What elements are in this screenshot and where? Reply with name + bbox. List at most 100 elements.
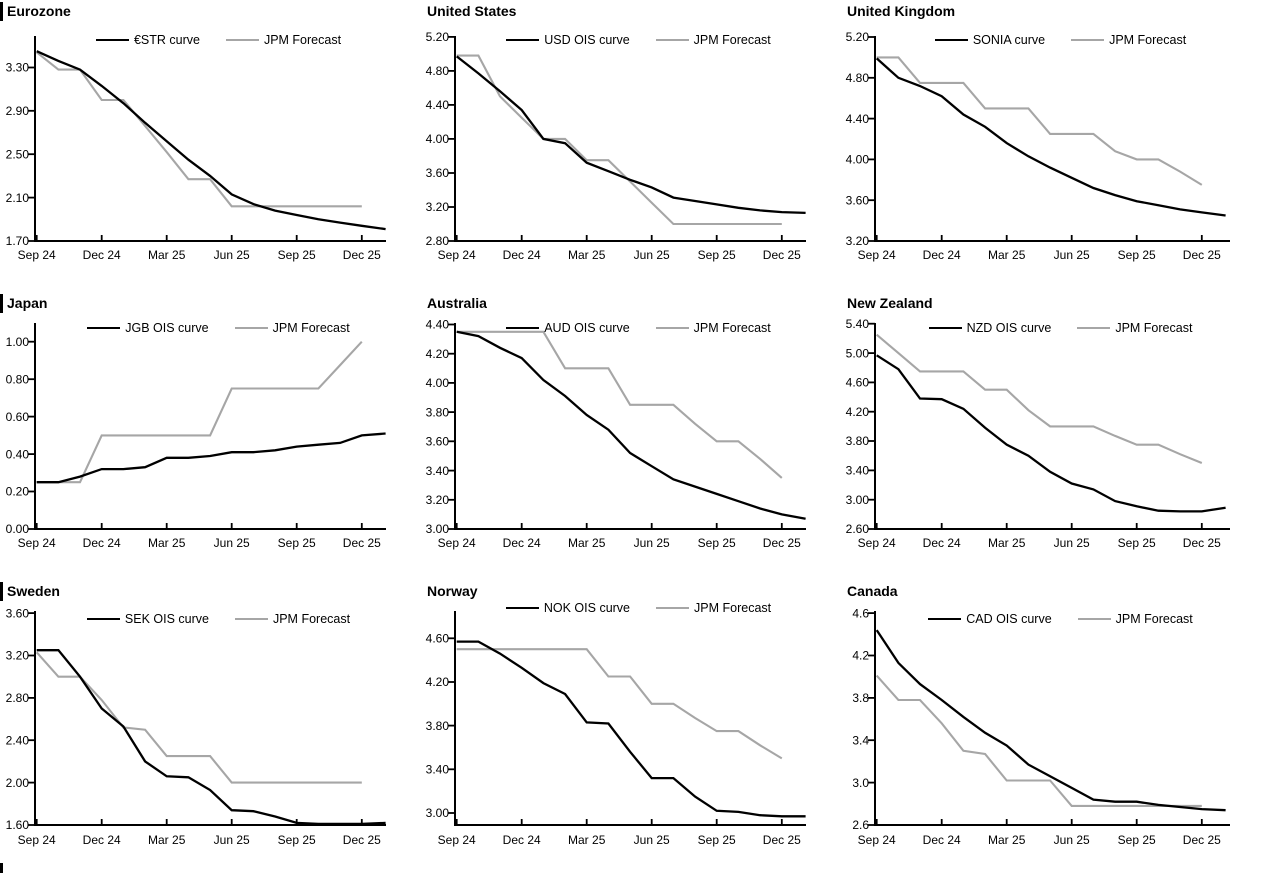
legend-item-main: CAD OIS curve bbox=[928, 612, 1052, 626]
legend-label-forecast: JPM Forecast bbox=[1109, 33, 1187, 47]
legend-label-forecast: JPM Forecast bbox=[1115, 321, 1193, 335]
next-section-marker-bar bbox=[0, 863, 3, 873]
chart-legend: NOK OIS curve JPM Forecast bbox=[455, 601, 822, 615]
legend-item-main: SONIA curve bbox=[934, 33, 1045, 47]
svg-text:4.40: 4.40 bbox=[426, 98, 450, 112]
legend-label-forecast: JPM Forecast bbox=[693, 321, 771, 335]
svg-text:Mar 25: Mar 25 bbox=[988, 248, 1026, 262]
chart-panel-united-states: 2.80 3.20 3.60 4.00 4.40 4.80 5.20 Sep 24 Dec 24… bbox=[420, 0, 840, 285]
legend-line-swatch-forecast bbox=[1071, 38, 1105, 42]
legend-item-main: SEK OIS curve bbox=[86, 612, 209, 626]
legend-item-forecast: JPM Forecast bbox=[225, 33, 342, 47]
legend-line-swatch-forecast bbox=[655, 326, 689, 330]
svg-text:Mar 25: Mar 25 bbox=[148, 536, 186, 550]
svg-text:Dec 25: Dec 25 bbox=[763, 248, 801, 262]
chart-title-row: New Zealand bbox=[840, 294, 933, 313]
legend-label-main: CAD OIS curve bbox=[966, 612, 1052, 626]
svg-text:0.60: 0.60 bbox=[6, 410, 30, 424]
chart-panel-sweden: 1.60 2.00 2.40 2.80 3.20 3.60 Sep 24 Dec 24 Mar … bbox=[0, 570, 420, 873]
legend-line-swatch-main bbox=[95, 38, 129, 42]
svg-text:4.2: 4.2 bbox=[852, 649, 869, 663]
chart-title-row: Australia bbox=[420, 294, 487, 313]
chart-title: United States bbox=[427, 3, 517, 19]
svg-text:2.10: 2.10 bbox=[6, 191, 30, 205]
chart-panel-japan: 0.00 0.20 0.40 0.60 0.80 1.00 Sep 24 Dec 24 Mar … bbox=[0, 285, 420, 570]
svg-text:Mar 25: Mar 25 bbox=[568, 833, 606, 847]
legend-item-forecast: JPM Forecast bbox=[1077, 321, 1192, 335]
legend-item-main: USD OIS curve bbox=[506, 33, 630, 47]
legend-label-forecast: JPM Forecast bbox=[1115, 612, 1193, 626]
legend-item-main: AUD OIS curve bbox=[506, 321, 630, 335]
svg-text:4.00: 4.00 bbox=[426, 132, 450, 146]
svg-text:1.70: 1.70 bbox=[6, 234, 30, 248]
chart-legend: NZD OIS curve JPM Forecast bbox=[875, 321, 1246, 335]
chart-legend: €STR curve JPM Forecast bbox=[35, 33, 402, 47]
chart-title: United Kingdom bbox=[847, 3, 956, 19]
legend-label-forecast: JPM Forecast bbox=[693, 33, 771, 47]
legend-item-main: NZD OIS curve bbox=[928, 321, 1051, 335]
svg-text:4.60: 4.60 bbox=[426, 632, 450, 646]
legend-item-main: NOK OIS curve bbox=[505, 601, 631, 615]
chart-panel-australia: 3.00 3.20 3.40 3.60 3.80 4.00 4.20 4.40 Sep 24 De… bbox=[420, 285, 840, 570]
chart-title: Canada bbox=[847, 583, 898, 599]
svg-text:Sep 25: Sep 25 bbox=[1118, 248, 1156, 262]
chart-title-row: United States bbox=[420, 2, 516, 21]
legend-label-forecast: JPM Forecast bbox=[272, 612, 351, 626]
chart-panel-eurozone: 1.70 2.10 2.50 2.90 3.30 Sep 24 Dec 24 Mar 25 Ju… bbox=[0, 0, 420, 285]
svg-text:3.30: 3.30 bbox=[6, 61, 30, 75]
svg-text:Jun 25: Jun 25 bbox=[214, 248, 250, 262]
legend-label-forecast: JPM Forecast bbox=[263, 33, 342, 47]
svg-text:Dec 25: Dec 25 bbox=[343, 248, 381, 262]
svg-text:0.00: 0.00 bbox=[6, 522, 30, 536]
svg-text:3.20: 3.20 bbox=[426, 200, 450, 214]
svg-text:2.40: 2.40 bbox=[6, 733, 30, 747]
legend-line-swatch-main bbox=[506, 326, 540, 330]
chart-legend: SONIA curve JPM Forecast bbox=[875, 33, 1246, 47]
svg-text:3.80: 3.80 bbox=[426, 405, 450, 419]
legend-label-main: NOK OIS curve bbox=[543, 601, 631, 615]
svg-text:Mar 25: Mar 25 bbox=[148, 833, 186, 847]
svg-text:2.00: 2.00 bbox=[6, 776, 30, 790]
svg-text:4.6: 4.6 bbox=[852, 606, 869, 620]
line-chart-united-states: 2.80 3.20 3.60 4.00 4.40 4.80 5.20 Sep 24 Dec 24… bbox=[426, 30, 806, 262]
legend-line-swatch-main bbox=[506, 38, 540, 42]
chart-panel-norway: 3.00 3.40 3.80 4.20 4.60 Sep 24 Dec 24 Mar 25 Ju… bbox=[420, 570, 840, 873]
svg-text:Dec 25: Dec 25 bbox=[763, 536, 801, 550]
svg-text:2.50: 2.50 bbox=[6, 147, 30, 161]
svg-text:Dec 24: Dec 24 bbox=[83, 248, 121, 262]
line-chart-new-zealand: 2.60 3.00 3.40 3.80 4.20 4.60 5.00 5.40 Sep 24 De… bbox=[846, 317, 1230, 550]
svg-text:Sep 25: Sep 25 bbox=[1118, 833, 1156, 847]
svg-text:Dec 24: Dec 24 bbox=[503, 833, 541, 847]
svg-text:Jun 25: Jun 25 bbox=[214, 833, 250, 847]
svg-text:4.80: 4.80 bbox=[426, 64, 450, 78]
svg-text:Dec 25: Dec 25 bbox=[1183, 833, 1221, 847]
svg-text:3.20: 3.20 bbox=[426, 493, 450, 507]
legend-item-forecast: JPM Forecast bbox=[1071, 33, 1186, 47]
line-chart-united-kingdom: 3.20 3.60 4.00 4.40 4.80 5.20 Sep 24 Dec 24 Mar … bbox=[846, 30, 1230, 262]
svg-text:3.00: 3.00 bbox=[426, 522, 450, 536]
svg-text:Mar 25: Mar 25 bbox=[988, 536, 1026, 550]
svg-text:Sep 25: Sep 25 bbox=[698, 833, 736, 847]
svg-text:Dec 24: Dec 24 bbox=[923, 248, 961, 262]
legend-line-swatch-main bbox=[934, 38, 968, 42]
chart-title: Sweden bbox=[7, 583, 60, 599]
legend-label-main: AUD OIS curve bbox=[544, 321, 630, 335]
legend-line-swatch-main bbox=[86, 617, 120, 621]
svg-text:Jun 25: Jun 25 bbox=[214, 536, 250, 550]
svg-text:3.20: 3.20 bbox=[846, 234, 870, 248]
svg-text:3.80: 3.80 bbox=[846, 434, 870, 448]
svg-text:2.80: 2.80 bbox=[426, 234, 450, 248]
svg-text:3.40: 3.40 bbox=[426, 763, 450, 777]
svg-text:Sep 24: Sep 24 bbox=[18, 536, 56, 550]
svg-text:Dec 24: Dec 24 bbox=[923, 833, 961, 847]
svg-text:0.80: 0.80 bbox=[6, 372, 30, 386]
section-marker-bar bbox=[0, 294, 3, 313]
chart-title-row: United Kingdom bbox=[840, 2, 955, 21]
chart-title-row: Sweden bbox=[0, 582, 60, 601]
svg-text:4.00: 4.00 bbox=[426, 376, 450, 390]
legend-line-swatch-forecast bbox=[655, 38, 689, 42]
svg-text:Jun 25: Jun 25 bbox=[1054, 536, 1090, 550]
line-chart-sweden: 1.60 2.00 2.40 2.80 3.20 3.60 Sep 24 Dec 24 Mar … bbox=[6, 606, 386, 847]
chart-title-row: Canada bbox=[840, 582, 898, 601]
legend-line-swatch-forecast bbox=[225, 38, 259, 42]
